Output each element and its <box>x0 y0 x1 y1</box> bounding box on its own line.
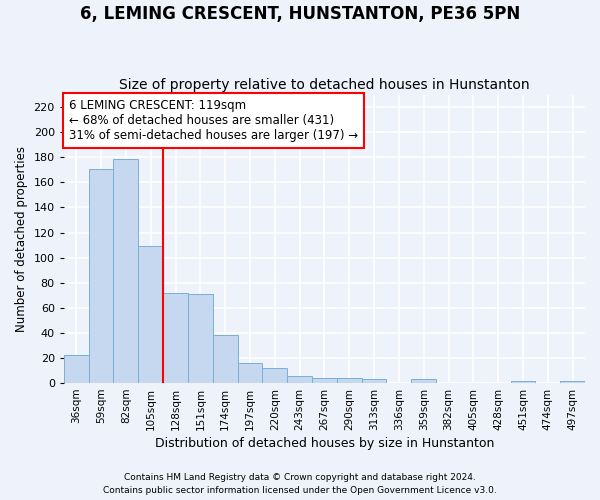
Bar <box>213 336 238 383</box>
Bar <box>238 363 262 383</box>
Text: 6, LEMING CRESCENT, HUNSTANTON, PE36 5PN: 6, LEMING CRESCENT, HUNSTANTON, PE36 5PN <box>80 5 520 23</box>
Bar <box>188 294 213 383</box>
Bar <box>511 380 535 383</box>
Bar <box>411 380 436 383</box>
Bar <box>138 246 163 383</box>
X-axis label: Distribution of detached houses by size in Hunstanton: Distribution of detached houses by size … <box>155 437 494 450</box>
Bar <box>163 293 188 383</box>
Title: Size of property relative to detached houses in Hunstanton: Size of property relative to detached ho… <box>119 78 530 92</box>
Bar <box>89 168 113 383</box>
Bar <box>113 158 138 383</box>
Text: 6 LEMING CRESCENT: 119sqm
← 68% of detached houses are smaller (431)
31% of semi: 6 LEMING CRESCENT: 119sqm ← 68% of detac… <box>69 99 358 142</box>
Bar <box>560 380 585 383</box>
Bar <box>287 376 312 383</box>
Bar <box>64 356 89 383</box>
Bar <box>262 368 287 383</box>
Bar <box>362 380 386 383</box>
Bar <box>312 378 337 383</box>
Y-axis label: Number of detached properties: Number of detached properties <box>15 146 28 332</box>
Bar <box>337 378 362 383</box>
Text: Contains HM Land Registry data © Crown copyright and database right 2024.
Contai: Contains HM Land Registry data © Crown c… <box>103 474 497 495</box>
